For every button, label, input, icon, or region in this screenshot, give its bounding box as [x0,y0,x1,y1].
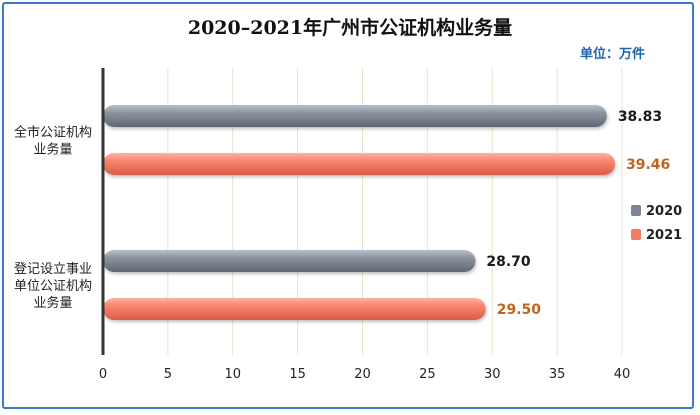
x-tick-label: 30 [484,367,501,382]
bars: 38.83 28.70 39.46 29.50 [103,105,670,320]
x-axis-ticks: 0 5 10 15 20 25 30 35 40 [99,367,630,382]
chart-frame [2,2,694,409]
x-tick-label: 25 [419,367,436,382]
bar-value-label: 39.46 [626,157,670,173]
x-tick-label: 5 [164,367,172,382]
legend-label: 2021 [646,228,682,243]
x-tick-label: 35 [549,367,566,382]
category-label: 登记设立事业 [14,262,92,277]
category-label: 业务量 [33,142,72,158]
bar-2020-1 [103,105,607,127]
bar-value-label: 38.83 [618,109,662,125]
chart-title: 2020–2021年广州市公证机构业务量 [188,16,512,39]
x-tick-label: 15 [289,367,306,382]
bar-value-label: 28.70 [486,254,531,270]
category-label: 单位公证机构 [14,279,92,294]
x-tick-label: 10 [224,367,241,382]
category-label: 全市公证机构 [14,125,92,141]
x-tick-label: 40 [614,367,631,382]
bar-2021-1 [103,153,615,175]
unit-label: 单位：万件 [580,46,645,62]
bar-2021-2 [103,298,486,320]
x-tick-label: 20 [354,367,371,382]
bar-2020-2 [103,250,476,272]
x-tick-label: 0 [99,367,107,382]
legend-swatch [631,205,641,216]
legend-swatch [631,229,641,240]
legend: 2020 2021 [631,204,682,243]
category-label: 业务量 [33,295,72,311]
legend-label: 2020 [646,204,682,219]
bar-value-label: 29.50 [497,302,542,318]
